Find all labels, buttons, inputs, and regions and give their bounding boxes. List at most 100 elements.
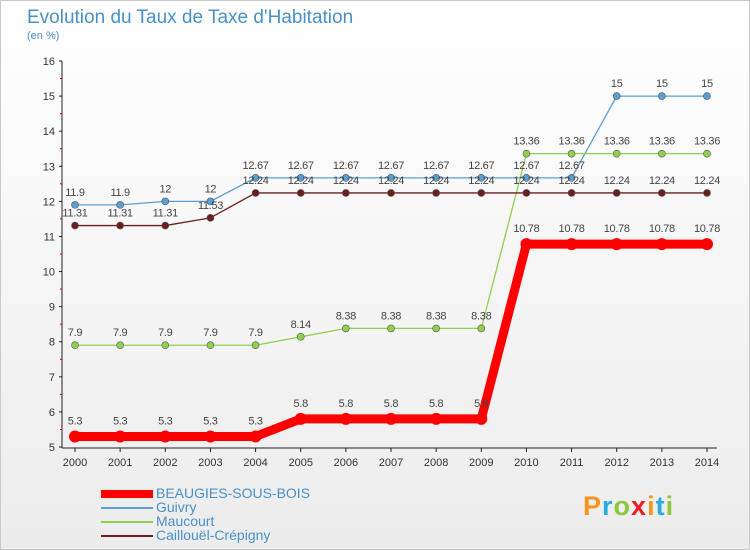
logo-letter: r <box>602 491 614 521</box>
data-point <box>251 189 260 197</box>
data-point <box>703 149 711 158</box>
x-tick-label: 2000 <box>63 457 87 469</box>
data-label: 12.24 <box>649 175 675 187</box>
data-point <box>567 174 576 182</box>
data-point <box>206 214 215 222</box>
data-label: 10.78 <box>513 223 539 235</box>
logo-letter: i <box>647 491 656 521</box>
logo-letter: t <box>655 491 666 521</box>
x-tick-label: 2004 <box>243 457 267 469</box>
data-label: 12.24 <box>423 175 449 187</box>
data-label: 11.31 <box>108 208 133 220</box>
legend-swatch <box>101 521 153 523</box>
data-point <box>249 430 262 443</box>
data-point <box>475 412 488 425</box>
data-label: 5.3 <box>113 415 128 427</box>
y-tick-label: 7 <box>49 372 55 384</box>
data-point <box>116 201 124 209</box>
x-tick-label: 2012 <box>604 457 628 469</box>
y-tick-label: 6 <box>49 407 55 419</box>
y-tick-label: 9 <box>49 302 55 314</box>
data-point <box>71 341 79 350</box>
legend-label: Maucourt <box>156 513 215 529</box>
data-label: 12.24 <box>288 175 314 187</box>
legend-label: BEAUGIES-SOUS-BOIS <box>156 485 311 501</box>
data-label: 12 <box>159 183 171 195</box>
data-label: 11.31 <box>62 208 87 220</box>
data-point <box>387 174 395 182</box>
data-point <box>296 189 305 197</box>
data-point <box>658 92 666 100</box>
data-label: 11.53 <box>198 200 223 212</box>
data-label: 12.24 <box>243 175 269 187</box>
data-point <box>159 430 172 443</box>
data-label: 12.67 <box>243 160 269 172</box>
data-label: 15 <box>656 78 668 90</box>
data-point <box>612 149 621 158</box>
data-label: 15 <box>701 78 713 90</box>
data-label: 7.9 <box>203 327 218 339</box>
data-point <box>612 189 621 197</box>
data-label: 8.38 <box>336 310 356 322</box>
data-point <box>387 189 395 197</box>
data-label: 12.67 <box>559 160 585 172</box>
data-label: 12.24 <box>694 175 720 187</box>
data-point <box>116 221 124 230</box>
x-tick-label: 2010 <box>514 457 538 469</box>
data-label: 10.78 <box>694 223 720 235</box>
data-label: 12.67 <box>378 160 404 172</box>
data-point <box>161 221 170 230</box>
x-tick-label: 2011 <box>560 457 584 469</box>
data-point <box>477 174 486 182</box>
data-label: 5.8 <box>339 398 354 410</box>
data-point <box>116 341 124 350</box>
data-point <box>385 412 397 425</box>
data-point <box>206 197 215 206</box>
data-point <box>432 174 440 182</box>
data-point <box>432 324 440 333</box>
data-label: 8.38 <box>471 310 491 322</box>
legend-label: Caillouël-Crépigny <box>156 527 271 543</box>
data-label: 12.67 <box>288 160 314 172</box>
y-tick-label: 11 <box>44 231 55 243</box>
data-label: 5.8 <box>294 398 309 410</box>
data-label: 12.24 <box>513 175 539 187</box>
data-label: 12.67 <box>468 160 494 172</box>
y-tick-label: 5 <box>49 442 55 454</box>
data-point <box>477 189 486 197</box>
logo-letter: x <box>631 491 648 521</box>
legend-swatch <box>101 490 153 498</box>
x-tick-label: 2002 <box>153 457 177 469</box>
data-point <box>251 174 260 182</box>
data-label: 11.9 <box>65 187 85 199</box>
data-label: 11.9 <box>110 187 130 199</box>
data-label: 5.3 <box>203 415 218 427</box>
data-label: 13.36 <box>649 136 675 148</box>
data-label: 12.67 <box>513 160 539 172</box>
data-label: 7.9 <box>248 327 263 339</box>
data-label: 12.67 <box>423 160 449 172</box>
data-label: 12 <box>205 183 217 195</box>
data-label: 11.31 <box>153 208 178 220</box>
logo-letter: P <box>583 491 603 521</box>
data-point <box>296 333 305 341</box>
data-point <box>522 189 531 197</box>
legend-swatch <box>101 507 153 509</box>
data-label: 5.3 <box>158 415 173 427</box>
y-tick-label: 12 <box>43 196 55 208</box>
x-tick-label: 2007 <box>379 457 403 469</box>
proxiti-logo: Proxiti <box>583 491 674 522</box>
data-label: 8.38 <box>381 310 401 322</box>
data-label: 12.24 <box>559 175 585 187</box>
y-tick-label: 8 <box>49 337 55 349</box>
data-label: 5.8 <box>384 398 399 410</box>
data-point <box>701 238 713 251</box>
data-label: 5.8 <box>429 398 444 410</box>
data-label: 12.24 <box>468 175 494 187</box>
data-label: 7.9 <box>68 327 83 339</box>
data-point <box>342 324 350 333</box>
y-tick-label: 14 <box>43 126 55 138</box>
x-tick-label: 2009 <box>469 457 493 469</box>
data-label: 13.36 <box>694 136 720 148</box>
data-label: 7.9 <box>158 327 173 339</box>
